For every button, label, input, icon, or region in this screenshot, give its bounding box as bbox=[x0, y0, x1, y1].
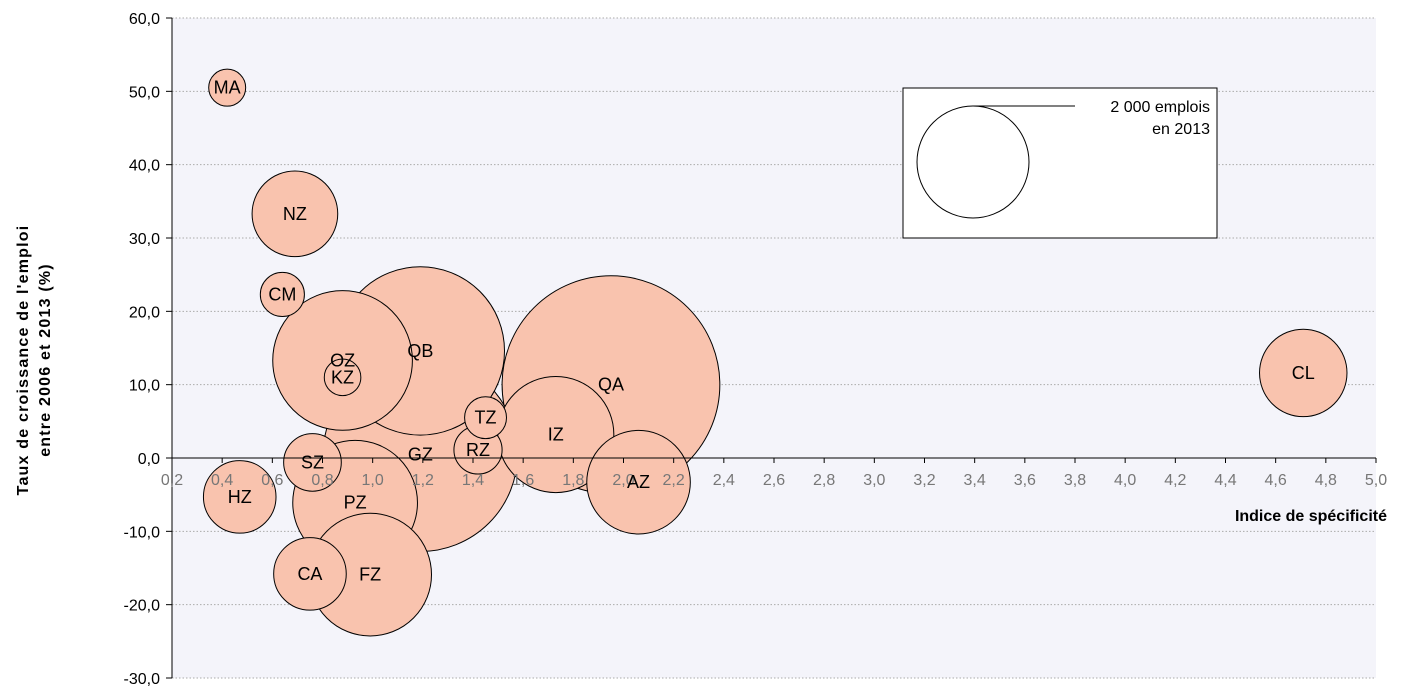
bubble-label-gz: GZ bbox=[408, 444, 433, 464]
x-tick-label: 2,8 bbox=[813, 472, 835, 489]
x-tick-label: 0,2 bbox=[161, 472, 183, 489]
x-tick-label: 4,8 bbox=[1315, 472, 1337, 489]
bubble-label-pz: PZ bbox=[344, 493, 367, 513]
y-axis-title-line-2: entre 2006 et 2013 (%) bbox=[37, 263, 54, 457]
bubble-cm bbox=[259, 271, 305, 318]
y-ticks: 60,0 50,0 40,0 30,0 20,0 10,0 0,0 -10,0 -20,0 -30… bbox=[124, 11, 172, 686]
x-tick-label: 0,4 bbox=[211, 472, 233, 489]
x-tick-label: 2,4 bbox=[713, 472, 735, 489]
bubble-label-nz: NZ bbox=[283, 204, 307, 224]
bubble-label-cl: CL bbox=[1292, 363, 1315, 383]
bubble-label-cm: CM bbox=[268, 284, 296, 304]
bubble-label-fz: FZ bbox=[359, 565, 381, 585]
x-tick-label: 4,2 bbox=[1164, 472, 1186, 489]
y-tick-label: 0,0 bbox=[138, 451, 160, 468]
bubble-label-ma: MA bbox=[214, 78, 241, 98]
x-tick-label: 1,0 bbox=[362, 472, 384, 489]
x-tick-label: 1,2 bbox=[412, 472, 434, 489]
x-ticks: 0,2 0,4 0,6 0,8 1,0 1,2 1,4 1,6 1,8 2,0 2,2 2,4 2,6 2… bbox=[161, 458, 1387, 489]
bubble-hz bbox=[202, 460, 277, 534]
y-axis-title: Taux de croissance de l'emploi entre 200… bbox=[15, 225, 54, 496]
legend-label-line-1: 2 000 emplois bbox=[1110, 99, 1210, 116]
bubble-cl bbox=[1259, 328, 1348, 418]
bubble-label-rz: RZ bbox=[466, 440, 490, 460]
legend-bubble bbox=[916, 105, 1030, 219]
x-tick-label: 3,4 bbox=[964, 472, 986, 489]
x-tick-label: 4,0 bbox=[1114, 472, 1136, 489]
x-axis-title: Indice de spécificité bbox=[1235, 508, 1387, 525]
y-tick-label: 20,0 bbox=[129, 304, 160, 321]
bubble-ma bbox=[208, 68, 247, 107]
x-tick-label: 1,6 bbox=[512, 472, 534, 489]
bubble-label-iz: IZ bbox=[548, 425, 564, 445]
y-tick-label: -30,0 bbox=[124, 671, 161, 686]
y-tick-label: -20,0 bbox=[124, 598, 161, 615]
bubble-label-az: AZ bbox=[627, 472, 650, 492]
bubble-label-kz: KZ bbox=[331, 367, 354, 387]
x-tick-label: 1,4 bbox=[462, 472, 484, 489]
y-tick-label: 40,0 bbox=[129, 158, 160, 175]
y-tick-label: 30,0 bbox=[129, 231, 160, 248]
legend-label-line-2: en 2013 bbox=[1152, 121, 1210, 138]
x-tick-label: 5,0 bbox=[1365, 472, 1387, 489]
y-tick-label: 60,0 bbox=[129, 11, 160, 28]
bubble-label-sz: SZ bbox=[301, 452, 324, 472]
bubble-label-tz: TZ bbox=[475, 408, 497, 428]
bubble-kz bbox=[323, 358, 362, 397]
bubble-sz bbox=[283, 433, 342, 492]
x-tick-label: 4,4 bbox=[1214, 472, 1236, 489]
x-tick-label: 1,8 bbox=[562, 472, 584, 489]
bubble-tz bbox=[464, 396, 507, 440]
x-tick-label: 2,2 bbox=[663, 472, 685, 489]
x-tick-label: 3,2 bbox=[913, 472, 935, 489]
bubble-label-ca: CA bbox=[297, 564, 322, 584]
bubble-label-hz: HZ bbox=[228, 487, 252, 507]
x-tick-label: 3,6 bbox=[1014, 472, 1036, 489]
x-tick-label: 0,6 bbox=[261, 472, 283, 489]
y-tick-label: 10,0 bbox=[129, 378, 160, 395]
bubble-az bbox=[586, 429, 691, 535]
x-tick-label: 3,0 bbox=[863, 472, 885, 489]
x-tick-label: 0,8 bbox=[311, 472, 333, 489]
bubbles bbox=[202, 68, 1348, 637]
y-tick-label: -10,0 bbox=[124, 524, 161, 541]
bubble-ca bbox=[273, 537, 347, 611]
x-tick-label: 3,8 bbox=[1064, 472, 1086, 489]
bubble-nz bbox=[251, 170, 339, 258]
x-tick-label: 2,0 bbox=[612, 472, 634, 489]
bubble-label-oz: OZ bbox=[330, 350, 355, 370]
size-legend: 2 000 emplois en 2013 bbox=[902, 87, 1218, 239]
y-axis-title-line-1: Taux de croissance de l'emploi bbox=[15, 225, 32, 496]
bubble-label-qa: QA bbox=[598, 375, 624, 395]
y-tick-label: 50,0 bbox=[129, 84, 160, 101]
x-tick-label: 2,6 bbox=[763, 472, 785, 489]
bubble-label-qb: QB bbox=[407, 341, 433, 361]
x-tick-label: 4,6 bbox=[1265, 472, 1287, 489]
